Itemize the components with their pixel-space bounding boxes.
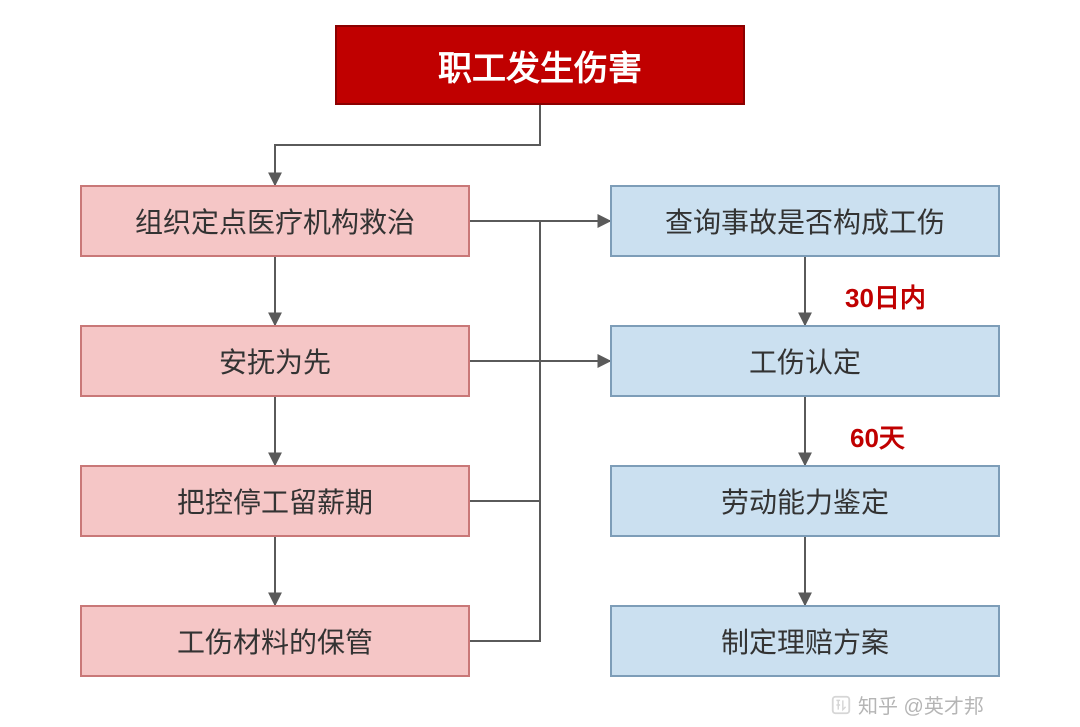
node-p1: 组织定点医疗机构救治 xyxy=(80,185,470,257)
node-root: 职工发生伤害 xyxy=(335,25,745,105)
node-b1: 查询事故是否构成工伤 xyxy=(610,185,1000,257)
watermark-text: 知乎 @英才邦 xyxy=(858,690,984,719)
node-b3: 劳动能力鉴定 xyxy=(610,465,1000,537)
node-b2: 工伤认定 xyxy=(610,325,1000,397)
edge-bus xyxy=(470,221,540,641)
node-b4: 制定理赔方案 xyxy=(610,605,1000,677)
edge-label-b1-b2: 30日内 xyxy=(845,278,926,315)
edge-label-b2-b3: 60天 xyxy=(850,418,905,455)
watermark: 知乎 @英才邦 xyxy=(830,690,984,719)
edge-root xyxy=(275,105,540,185)
node-p3: 把控停工留薪期 xyxy=(80,465,470,537)
node-p2: 安抚为先 xyxy=(80,325,470,397)
node-p4: 工伤材料的保管 xyxy=(80,605,470,677)
